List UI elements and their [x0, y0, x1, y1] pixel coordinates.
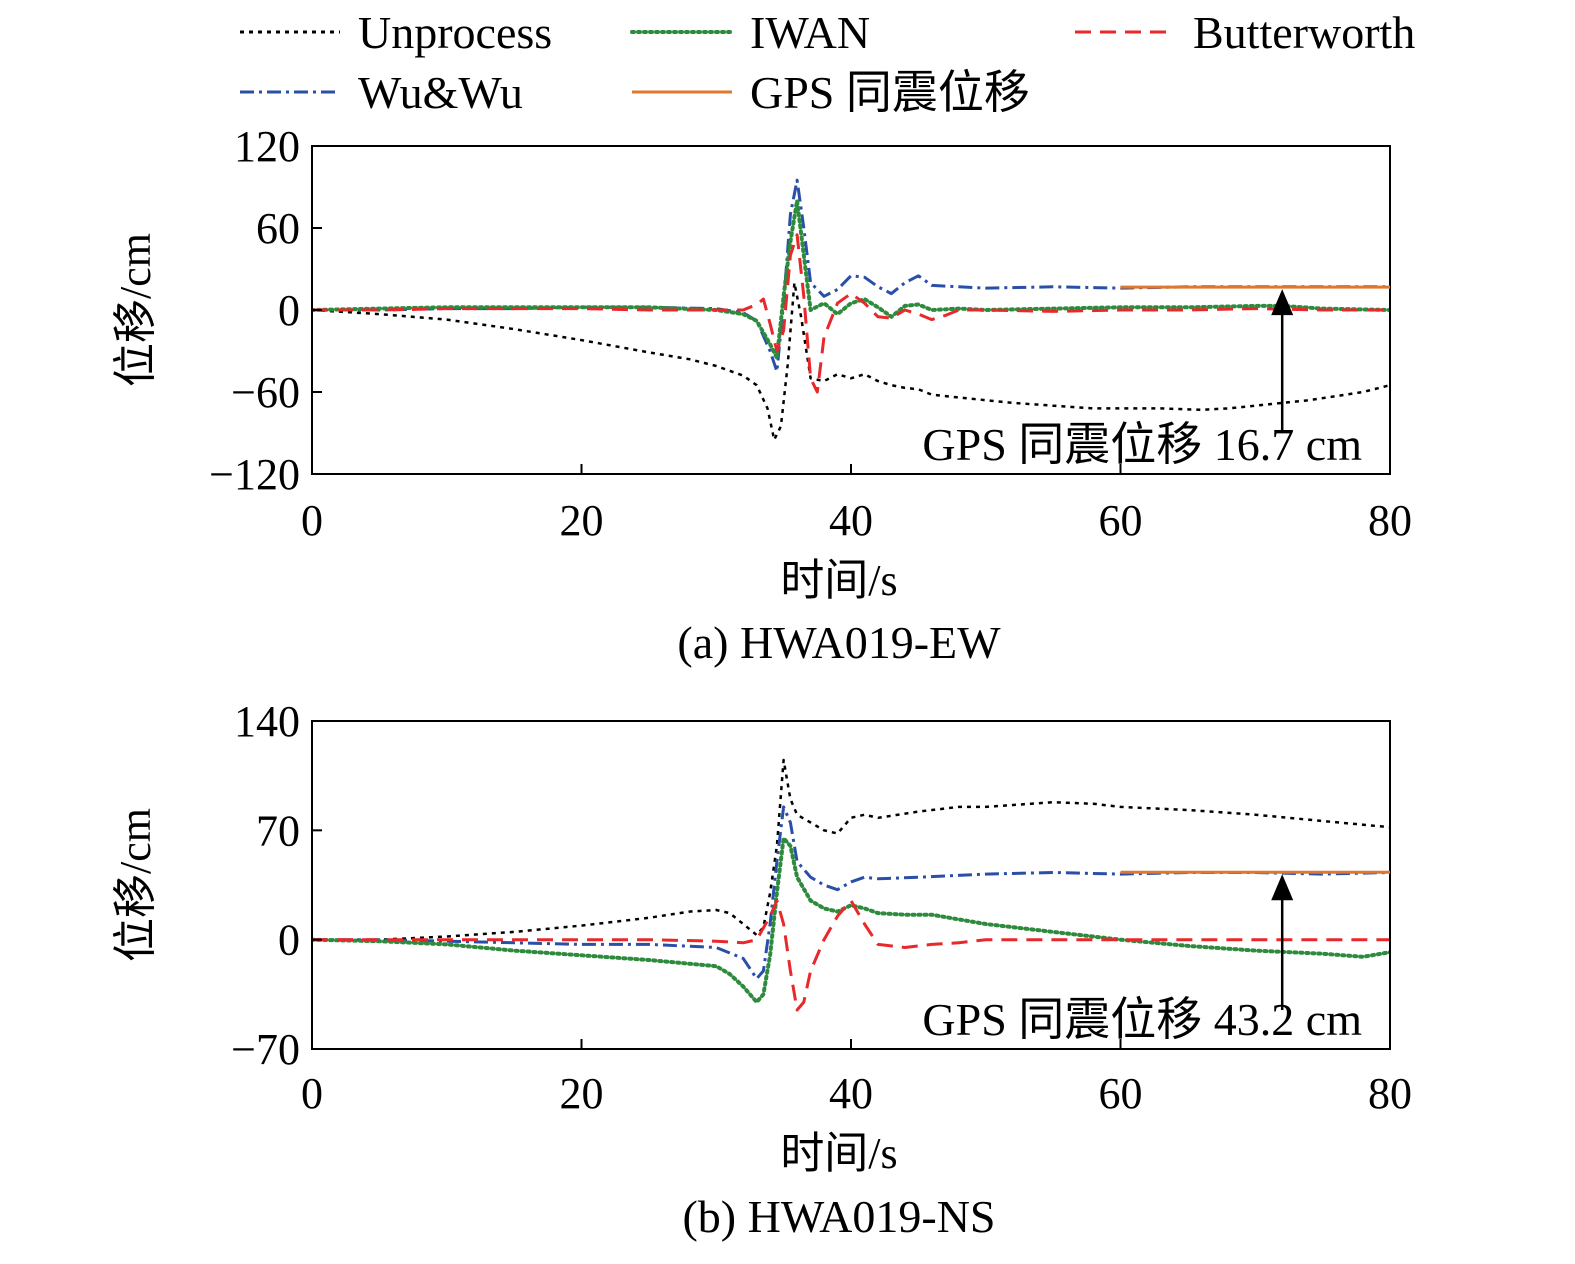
y-tick-label: −60: [231, 368, 300, 417]
annotation-label: GPS 同震位移 43.2 cm: [922, 994, 1362, 1045]
series-line-wu-wu: [312, 178, 1390, 373]
y-tick-label: −120: [209, 450, 300, 499]
y-tick-label: 70: [256, 806, 300, 855]
y-tick-label: 0: [278, 916, 300, 965]
x-tick-label: 80: [1368, 496, 1412, 545]
legend-label-butterworth: Butterworth: [1193, 7, 1415, 58]
y-tick-label: 0: [278, 286, 300, 335]
caption-a: (a) HWA019-EW: [677, 617, 1001, 668]
series-line-butterworth: [312, 899, 1390, 1012]
x-ticks-b: 0 20 40 60 80: [301, 1039, 1412, 1118]
series-layer-a: [312, 178, 1390, 442]
series-line-wu-wu: [312, 805, 1390, 981]
annotation-arrow-head: [1271, 289, 1294, 316]
series-line-butterworth: [312, 233, 1390, 394]
annotation-a: GPS 同震位移 16.7 cm: [922, 289, 1362, 470]
annotation-arrow-head: [1271, 874, 1294, 901]
x-tick-label: 0: [301, 496, 323, 545]
annotation-b: GPS 同震位移 43.2 cm: [922, 874, 1362, 1045]
x-tick-label: 40: [829, 496, 873, 545]
y-tick-label: 60: [256, 204, 300, 253]
legend: Unprocess IWAN Butterworth Wu&Wu GPS 同震位移: [240, 7, 1415, 118]
legend-item-butterworth: Butterworth: [1075, 7, 1415, 58]
legend-item-gps: GPS 同震位移: [632, 67, 1030, 118]
legend-label-gps: GPS 同震位移: [750, 67, 1030, 118]
panel-a: 120 60 0 −60 −120 0 20 40 60 80 GPS 同震位移 16.7 cm…: [111, 122, 1412, 668]
series-line-unprocess: [312, 281, 1390, 442]
x-ticks-a: 0 20 40 60 80: [301, 464, 1412, 545]
series-line-unprocess: [312, 758, 1390, 941]
legend-label-iwan: IWAN: [750, 7, 870, 58]
y-tick-label: −70: [231, 1025, 300, 1074]
legend-item-unprocess: Unprocess: [240, 7, 552, 58]
x-axis-title-b: 时间/s: [780, 1129, 897, 1178]
x-axis-title-a: 时间/s: [780, 556, 897, 605]
y-axis-title-a: 位移/cm: [111, 233, 160, 387]
x-tick-label: 40: [829, 1069, 873, 1118]
x-tick-label: 60: [1099, 1069, 1143, 1118]
legend-item-iwan: IWAN: [630, 7, 870, 58]
x-tick-label: 60: [1099, 496, 1143, 545]
series-layer-b: [312, 758, 1390, 1012]
caption-b: (b) HWA019-NS: [682, 1191, 995, 1242]
x-tick-label: 20: [560, 1069, 604, 1118]
annotation-label: GPS 同震位移 16.7 cm: [922, 419, 1362, 470]
y-tick-label: 120: [234, 122, 300, 171]
y-axis-title-b: 位移/cm: [111, 808, 160, 962]
legend-label-wu-wu: Wu&Wu: [358, 67, 523, 118]
y-ticks-b: 140 70 0 −70: [231, 697, 322, 1074]
y-tick-label: 140: [234, 697, 300, 746]
x-tick-label: 80: [1368, 1069, 1412, 1118]
x-tick-label: 20: [560, 496, 604, 545]
legend-label-unprocess: Unprocess: [358, 7, 552, 58]
series-line-iwan: [312, 836, 1390, 1005]
y-ticks-a: 120 60 0 −60 −120: [209, 122, 322, 499]
legend-item-wu-wu: Wu&Wu: [240, 67, 523, 118]
x-tick-label: 0: [301, 1069, 323, 1118]
series-line-iwan: [312, 198, 1390, 360]
